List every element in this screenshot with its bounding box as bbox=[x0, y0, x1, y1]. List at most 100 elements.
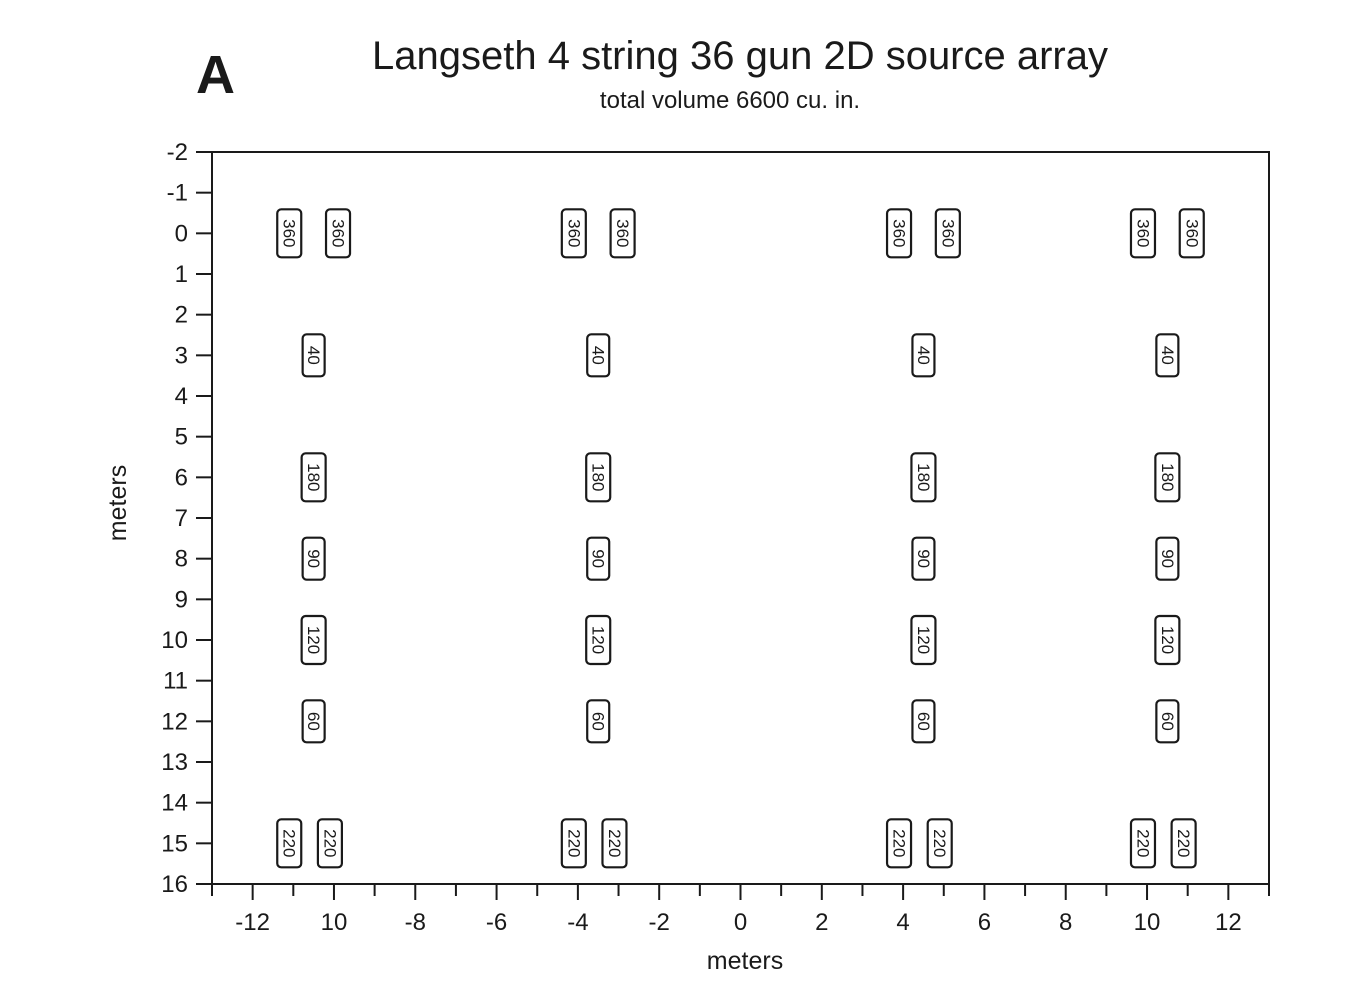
gun-box bbox=[910, 452, 937, 503]
gun-volume-label: 360 bbox=[613, 219, 632, 247]
plot-frame bbox=[211, 151, 1270, 885]
gun-marker: 360 bbox=[276, 208, 303, 259]
gun-volume-label: 180 bbox=[914, 463, 933, 491]
gun-marker: 360 bbox=[934, 208, 961, 259]
gun-volume-label: 220 bbox=[930, 829, 949, 857]
gun-box bbox=[1154, 452, 1181, 503]
gun-box bbox=[324, 208, 352, 259]
gun-marker: 220 bbox=[1170, 818, 1197, 869]
gun-box bbox=[911, 536, 936, 581]
gun-volume-label: 40 bbox=[914, 346, 933, 365]
y-tick-label: 6 bbox=[175, 464, 188, 491]
gun-box bbox=[601, 818, 628, 869]
gun-marker: 90 bbox=[301, 536, 326, 581]
gun-box bbox=[276, 208, 303, 259]
gun-box bbox=[1129, 818, 1157, 869]
gun-marker: 60 bbox=[1155, 699, 1180, 744]
gun-box bbox=[1154, 614, 1181, 666]
gun-box bbox=[585, 614, 612, 666]
gun-volume-label: 220 bbox=[320, 829, 339, 857]
gun-marker: 180 bbox=[300, 452, 327, 503]
y-tick-label: -2 bbox=[167, 139, 188, 166]
gun-box bbox=[910, 614, 937, 666]
gun-volume-label: 90 bbox=[1158, 549, 1177, 568]
y-tick-label: 10 bbox=[161, 627, 188, 654]
x-axis-label: meters bbox=[707, 947, 783, 975]
gun-box bbox=[586, 536, 611, 581]
y-tick-label: 2 bbox=[175, 302, 188, 329]
y-tick-label: 8 bbox=[175, 546, 188, 573]
gun-box bbox=[609, 208, 636, 259]
gun-marker: 360 bbox=[1129, 208, 1157, 259]
gun-marker: 180 bbox=[585, 452, 612, 503]
chart-subtitle: total volume 6600 cu. in. bbox=[599, 87, 861, 114]
gun-box bbox=[560, 818, 587, 869]
gun-marker: 220 bbox=[601, 818, 628, 869]
gun-box bbox=[926, 818, 953, 869]
gun-volume-label: 120 bbox=[914, 626, 933, 654]
gun-volume-label: 360 bbox=[890, 219, 909, 247]
panel-letter: A bbox=[196, 45, 235, 105]
y-tick-label: -1 bbox=[167, 180, 188, 207]
gun-marker: 60 bbox=[911, 699, 936, 744]
y-tick-label: 3 bbox=[175, 342, 188, 369]
gun-marker: 360 bbox=[1178, 208, 1205, 259]
gun-box bbox=[911, 699, 936, 744]
x-tick-label: 8 bbox=[1059, 909, 1072, 936]
x-tick-label: -8 bbox=[405, 909, 426, 936]
gun-volume-label: 220 bbox=[890, 829, 909, 857]
gun-box bbox=[1170, 818, 1197, 869]
gun-box bbox=[1129, 208, 1157, 259]
gun-marker: 90 bbox=[1155, 536, 1180, 581]
gun-box bbox=[301, 699, 326, 744]
y-tick-label: 7 bbox=[175, 505, 188, 532]
x-tick-label: 4 bbox=[896, 909, 909, 936]
y-tick-label: 13 bbox=[161, 749, 188, 776]
x-tick-label: -12 bbox=[235, 909, 270, 936]
gun-box bbox=[300, 452, 327, 503]
y-tick-label: 1 bbox=[175, 261, 188, 288]
gun-volume-label: 90 bbox=[589, 549, 608, 568]
y-tick-label: 11 bbox=[163, 668, 188, 695]
gun-marker: 360 bbox=[885, 208, 913, 259]
gun-marker: 90 bbox=[586, 536, 611, 581]
gun-marker: 40 bbox=[911, 333, 936, 378]
gun-volume-label: 180 bbox=[304, 463, 323, 491]
gun-marker: 220 bbox=[885, 818, 913, 869]
gun-volume-label: 360 bbox=[1133, 219, 1152, 247]
gun-marker: 180 bbox=[1154, 452, 1181, 503]
gun-box bbox=[316, 818, 343, 869]
gun-marker: 360 bbox=[560, 208, 587, 259]
gun-box bbox=[300, 614, 327, 666]
gun-volume-label: 360 bbox=[938, 219, 957, 247]
gun-volume-label: 60 bbox=[1158, 712, 1177, 731]
gun-box bbox=[885, 818, 913, 869]
gun-marker: 360 bbox=[324, 208, 352, 259]
x-tick-label: 10 bbox=[1134, 909, 1161, 936]
gun-volume-label: 220 bbox=[1174, 829, 1193, 857]
gun-marker: 90 bbox=[911, 536, 936, 581]
gun-marker: 360 bbox=[609, 208, 636, 259]
y-tick-label: 16 bbox=[161, 871, 188, 898]
gun-volume-label: 180 bbox=[1158, 463, 1177, 491]
chart-title: Langseth 4 string 36 gun 2D source array bbox=[372, 34, 1108, 78]
gun-volume-label: 90 bbox=[304, 549, 323, 568]
gun-box bbox=[301, 536, 326, 581]
gun-marker: 220 bbox=[1129, 818, 1157, 869]
gun-box bbox=[1155, 333, 1180, 378]
gun-marker: 220 bbox=[926, 818, 953, 869]
gun-markers: 360 360 360 360 360 360 360 360 40 40 40 40 180 180 18… bbox=[276, 208, 1205, 869]
gun-marker: 120 bbox=[1154, 614, 1181, 666]
gun-box bbox=[1155, 699, 1180, 744]
x-tick-label: 6 bbox=[978, 909, 991, 936]
gun-volume-label: 120 bbox=[1158, 626, 1177, 654]
gun-box bbox=[560, 208, 587, 259]
gun-volume-label: 180 bbox=[589, 463, 608, 491]
gun-marker: 60 bbox=[586, 699, 611, 744]
gun-volume-label: 40 bbox=[304, 346, 323, 365]
gun-box bbox=[276, 818, 303, 869]
y-tick-label: 0 bbox=[175, 220, 188, 247]
gun-marker: 220 bbox=[560, 818, 587, 869]
